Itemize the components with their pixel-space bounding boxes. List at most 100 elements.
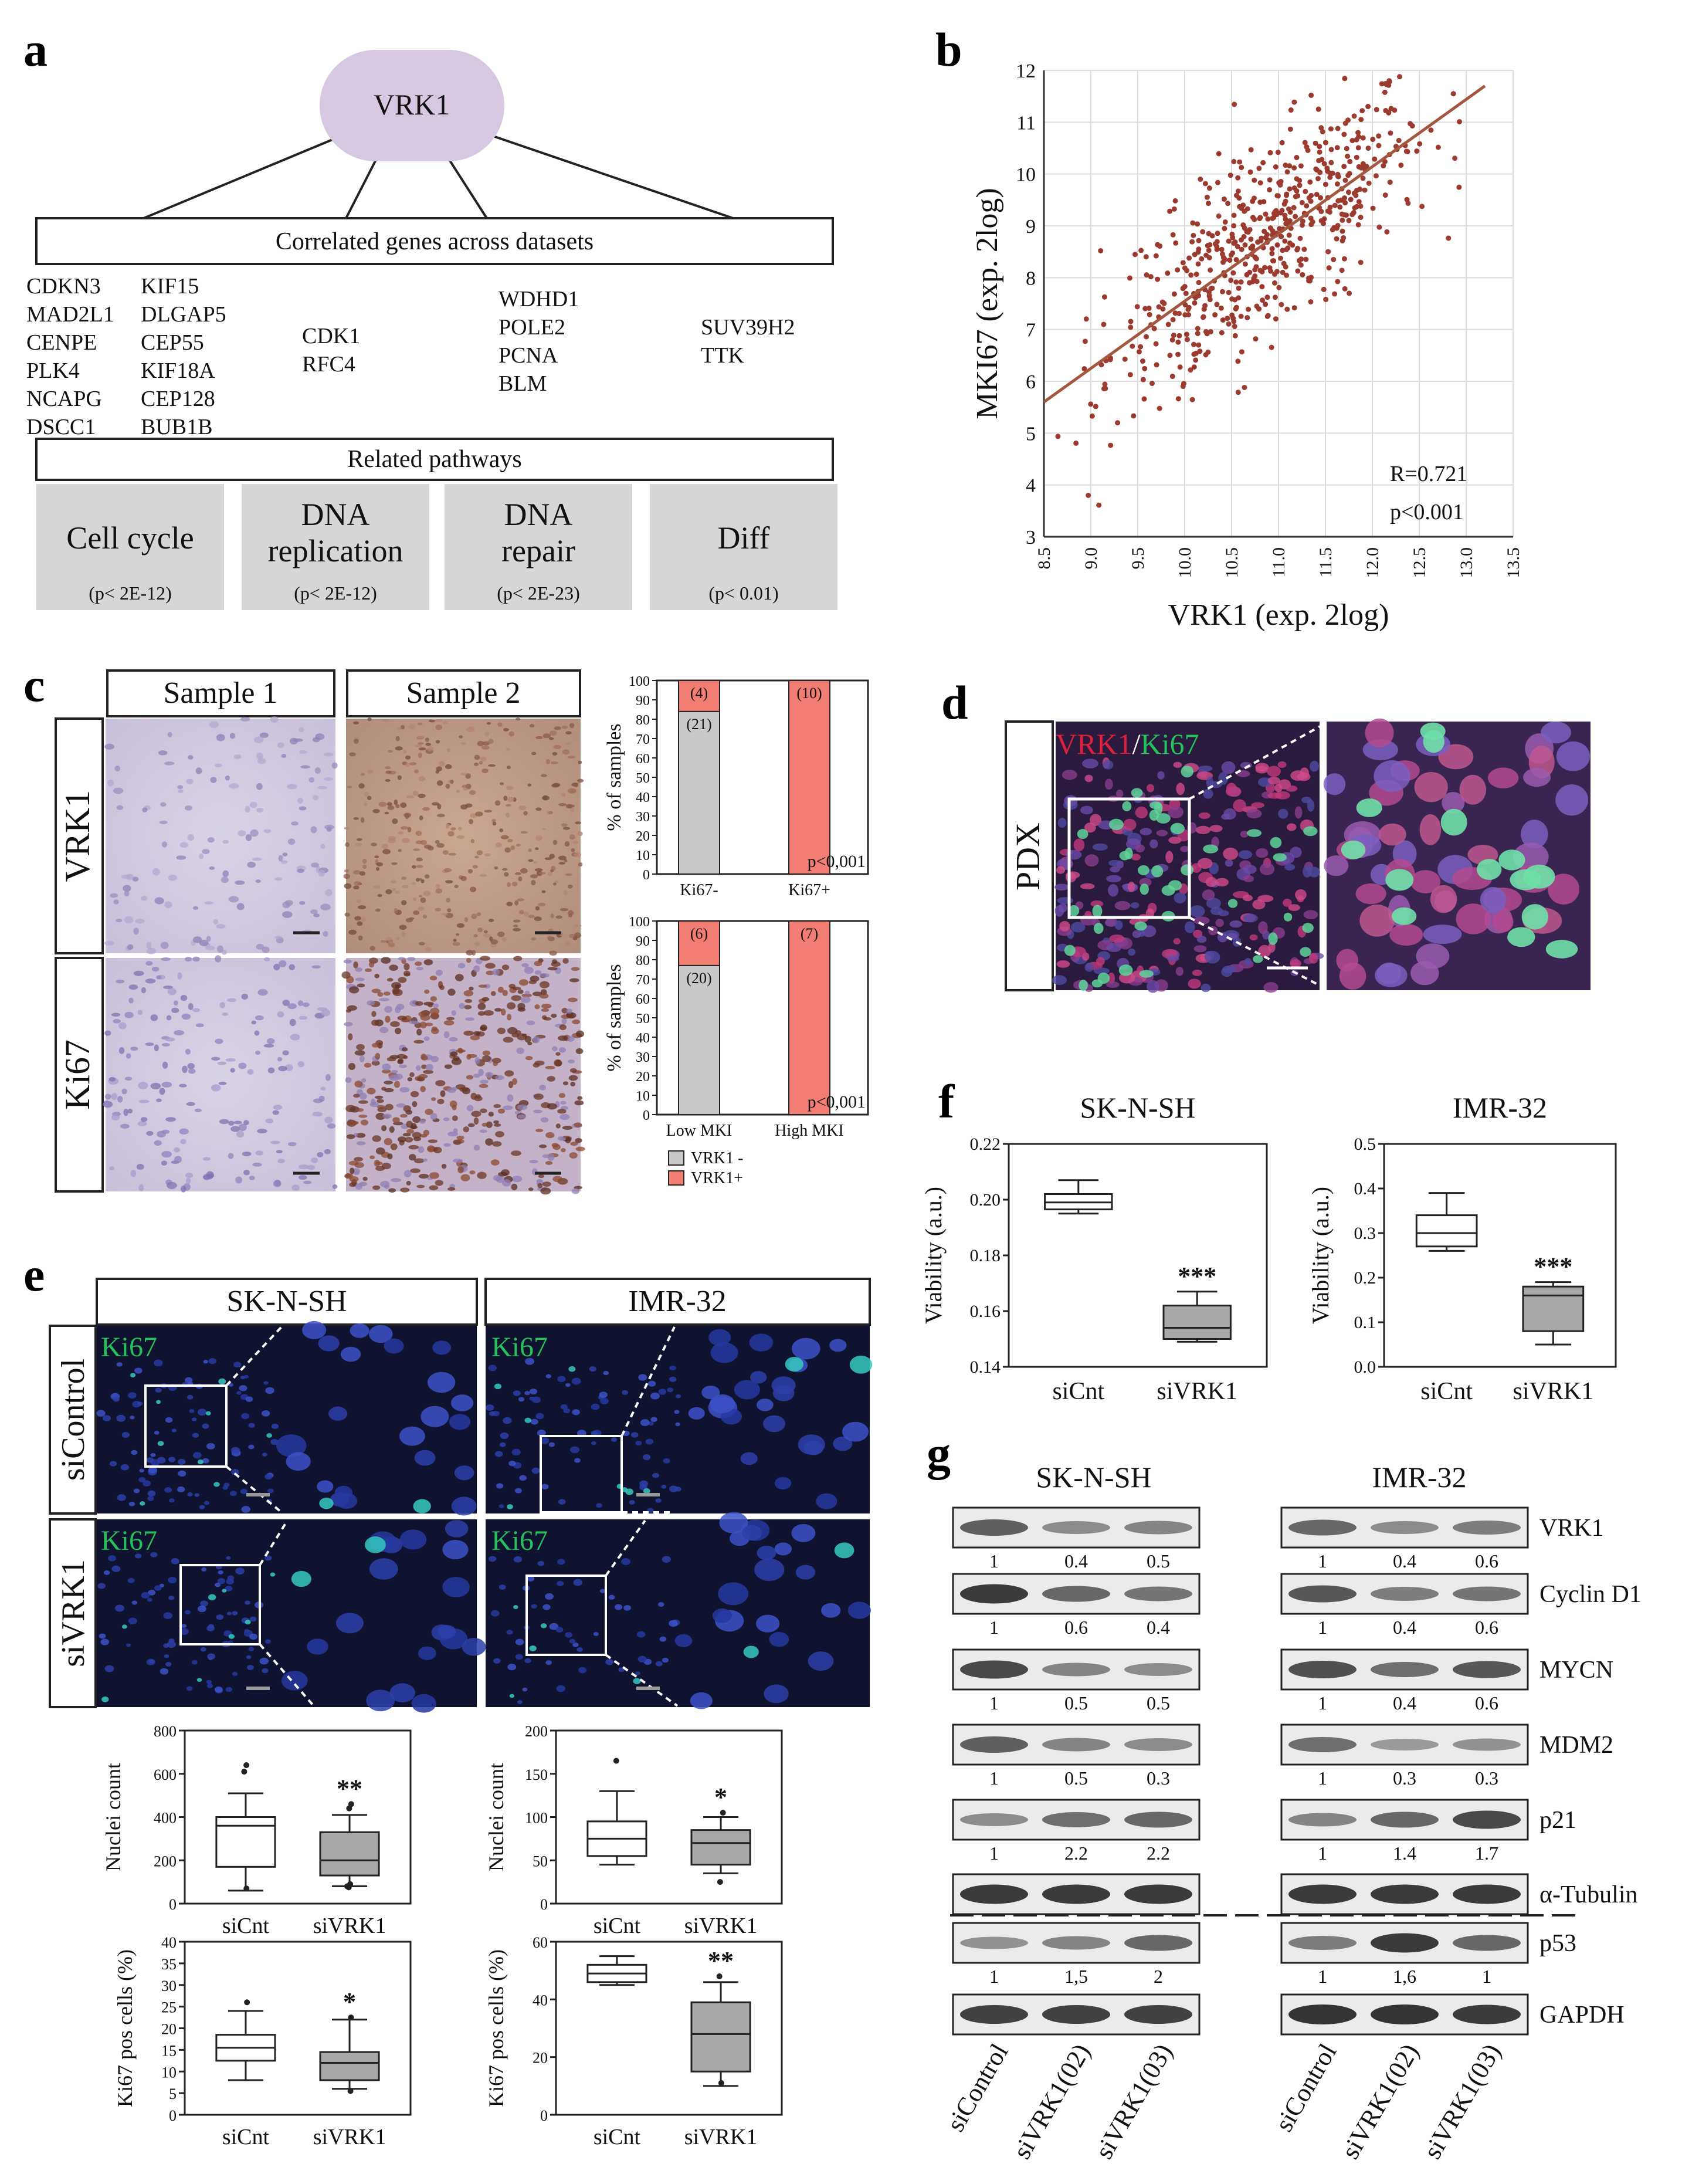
pathway-box [650, 484, 837, 610]
scatter-point [1320, 129, 1325, 135]
scatter-point [1195, 326, 1201, 331]
scatter-point [1340, 238, 1345, 243]
scatter-point [1274, 269, 1280, 275]
scatter-point [1186, 304, 1192, 310]
scatter-point [1221, 196, 1227, 202]
y-tick-label: 0 [643, 1108, 650, 1123]
y-tick-label: 20 [533, 2050, 548, 2067]
scatter-point [1055, 434, 1061, 439]
significance-marker: ** [337, 1774, 362, 1803]
scatter-point [1222, 226, 1227, 232]
scatter-point [1428, 127, 1434, 133]
e-col-imr32: IMR-32 [628, 1285, 727, 1318]
x-tick-label: siCnt [222, 2125, 270, 2149]
legend-label: VRK1+ [691, 1169, 743, 1187]
scatter-point [1189, 397, 1195, 402]
scatter-point [1339, 268, 1345, 273]
gene-label: RFC4 [302, 352, 355, 377]
gene-label: PLK4 [26, 358, 80, 383]
scatter-point [1327, 204, 1333, 210]
scatter-point [1351, 209, 1357, 215]
scatter-point [1272, 209, 1278, 215]
scatter-point [1262, 265, 1268, 270]
chart-title: SK-N-SH [1080, 1091, 1195, 1124]
scatter-point [1278, 255, 1284, 261]
ihc-sample1-vrk1 [106, 719, 335, 953]
scatter-point [1144, 272, 1149, 278]
scatter-point [1381, 163, 1386, 169]
band-quant: 1 [1482, 1966, 1491, 1987]
blot-band [1042, 2005, 1110, 2024]
scatter-point [1267, 150, 1273, 155]
x-tick-label: siVRK1 [1513, 1378, 1593, 1405]
scatter-point [1358, 259, 1364, 265]
scatter-point [1362, 187, 1368, 193]
blot-band [1288, 1936, 1357, 1950]
scatter-point [1239, 165, 1244, 171]
scatter-point [1253, 256, 1259, 262]
scatter-point [1354, 204, 1359, 209]
scatter-point [1332, 291, 1338, 297]
scatter-point [1128, 319, 1134, 324]
scatter-point [1294, 247, 1300, 253]
gene-label: TTK [701, 343, 744, 368]
box [1415, 1214, 1478, 1248]
scatter-point [1279, 140, 1285, 145]
band-quant: 0.6 [1475, 1692, 1498, 1714]
scatter-point [1132, 252, 1138, 258]
scatter-point [1247, 269, 1253, 275]
y-axis-label: % of samples [603, 964, 625, 1071]
scatter-point [1284, 246, 1290, 252]
blot-band [1124, 1935, 1192, 1951]
lane-label: siVRK1(02) [1335, 2039, 1424, 2164]
pathway-pvalue: (p< 2E-12) [89, 583, 172, 604]
band-quant: 1 [989, 1966, 999, 1987]
scatter-point [1342, 76, 1348, 82]
x-tick-label: 12.0 [1363, 547, 1382, 578]
scatter-point [1204, 331, 1210, 337]
scatter-point [1328, 160, 1334, 165]
x-tick-label: High MKI [775, 1122, 843, 1140]
band-quant: 1 [1318, 1692, 1327, 1714]
scatter-point [1452, 155, 1458, 161]
protein-label: Cyclin D1 [1539, 1581, 1642, 1608]
scatter-point [1244, 229, 1250, 235]
scatter-point [1239, 349, 1244, 355]
scatter-point [1308, 275, 1314, 280]
scatter-point [1314, 167, 1320, 173]
pathway-name: Diff [718, 520, 770, 556]
blot-band [1453, 1810, 1521, 1829]
scatter-point [1330, 227, 1335, 233]
scatter-point [1127, 372, 1133, 378]
scatter-point [1325, 208, 1331, 214]
scatter-point [1101, 321, 1107, 327]
blot-band [960, 1813, 1028, 1826]
scatter-point [1238, 237, 1244, 243]
blot-band [1288, 1884, 1357, 1904]
scatter-point [1256, 165, 1262, 171]
scatter-point [1190, 220, 1196, 226]
band-quant: 0.3 [1393, 1767, 1416, 1789]
scatter-point [1193, 272, 1199, 277]
scatter-point [1294, 176, 1300, 182]
blot-band [1371, 1739, 1439, 1750]
band-quant: 1 [1318, 1966, 1327, 1987]
scatter-point [1148, 274, 1154, 280]
scatter-point [1386, 82, 1392, 88]
blot-band [1124, 1663, 1192, 1676]
r-annotation: R=0.721 [1390, 462, 1467, 486]
bar-count-label: (10) [796, 685, 822, 702]
scatter-point [1419, 204, 1425, 209]
outlier-point [717, 1879, 723, 1885]
scatter-point [1130, 343, 1135, 349]
scatter-point [1260, 297, 1266, 303]
blot-band [1124, 1521, 1192, 1535]
significance-marker: * [343, 1987, 356, 2016]
scatter-point [1195, 330, 1201, 336]
outlier-point [244, 1999, 250, 2006]
band-quant: 1 [1318, 1617, 1327, 1638]
panel-f-boxplots: 0.14 0.16 0.18 0.20 0.22 Viability (a.u.) siCn… [920, 1091, 1617, 1405]
scatter-point [1341, 164, 1347, 170]
scatter-point [1216, 213, 1222, 219]
scatter-point [1207, 297, 1213, 303]
